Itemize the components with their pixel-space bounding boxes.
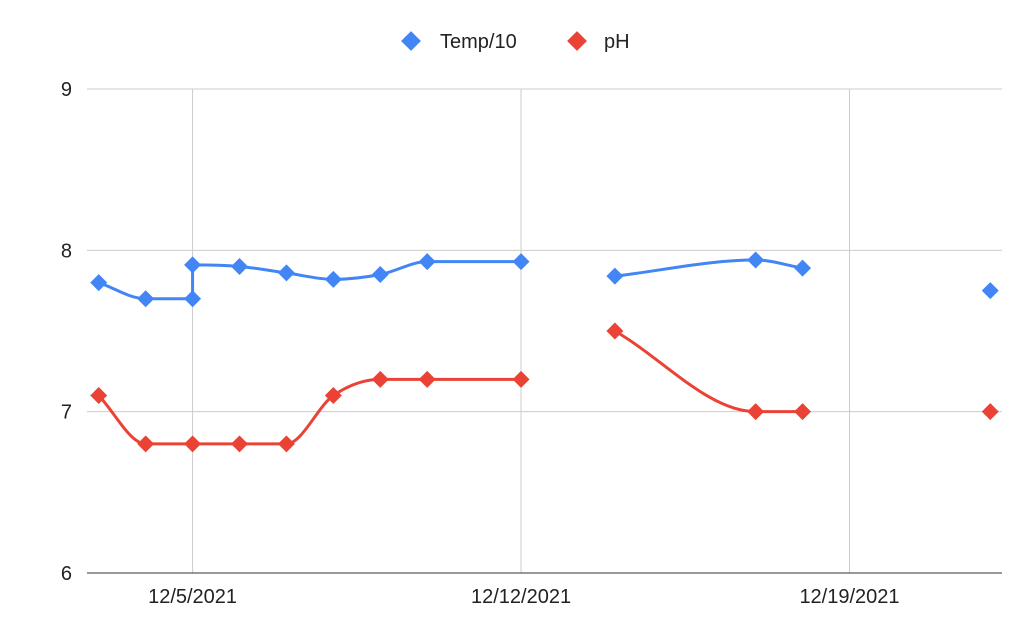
x-tick-label: 12/19/2021 xyxy=(799,586,899,608)
data-point-ph[interactable] xyxy=(324,387,342,405)
data-point-ph[interactable] xyxy=(747,403,765,421)
data-point-temp[interactable] xyxy=(981,282,999,300)
vertical-gridlines xyxy=(192,89,850,573)
data-point-ph[interactable] xyxy=(137,435,155,453)
data-point-temp[interactable] xyxy=(794,259,812,277)
data-point-temp[interactable] xyxy=(184,290,202,308)
legend-label-ph: pH xyxy=(604,31,630,53)
x-tick-label: 12/5/2021 xyxy=(148,586,237,608)
data-point-ph[interactable] xyxy=(512,370,530,388)
data-point-ph[interactable] xyxy=(371,370,389,388)
data-point-temp[interactable] xyxy=(324,270,342,288)
data-point-temp[interactable] xyxy=(747,251,765,269)
x-axis-tick-labels: 12/5/2021 12/12/2021 12/19/2021 xyxy=(148,586,899,608)
data-point-ph[interactable] xyxy=(231,435,248,453)
data-point-temp[interactable] xyxy=(277,264,295,282)
y-axis-tick-labels: 6 7 8 9 xyxy=(61,79,72,585)
legend-item-temp[interactable]: Temp/10 xyxy=(401,31,517,53)
legend-marker-temp xyxy=(401,31,421,51)
data-point-temp[interactable] xyxy=(184,256,202,274)
data-point-ph[interactable] xyxy=(418,370,436,388)
data-point-ph[interactable] xyxy=(277,435,295,453)
y-tick-label: 6 xyxy=(61,563,72,585)
legend-label-temp: Temp/10 xyxy=(440,31,517,53)
series-ph xyxy=(90,322,999,453)
y-tick-label: 7 xyxy=(61,402,72,424)
data-point-temp[interactable] xyxy=(90,274,108,292)
series-line-ph xyxy=(613,329,805,414)
data-point-temp[interactable] xyxy=(371,266,389,284)
data-point-temp[interactable] xyxy=(137,290,155,308)
x-tick-label: 12/12/2021 xyxy=(471,586,571,608)
data-point-temp[interactable] xyxy=(606,267,624,285)
data-point-ph[interactable] xyxy=(184,435,202,453)
data-point-ph[interactable] xyxy=(606,322,624,340)
data-point-temp[interactable] xyxy=(231,257,248,275)
data-point-temp[interactable] xyxy=(418,253,436,271)
data-point-ph[interactable] xyxy=(981,403,999,421)
y-tick-label: 8 xyxy=(61,240,72,262)
y-tick-label: 9 xyxy=(61,79,72,101)
data-point-ph[interactable] xyxy=(90,387,108,405)
series-line-temp xyxy=(613,258,805,278)
data-point-ph[interactable] xyxy=(794,403,812,421)
